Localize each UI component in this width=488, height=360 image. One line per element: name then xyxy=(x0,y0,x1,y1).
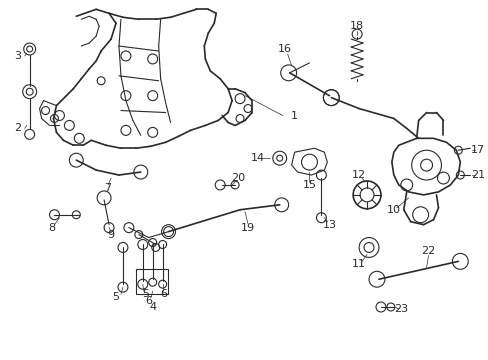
Text: 16: 16 xyxy=(277,44,291,54)
Text: 6: 6 xyxy=(160,289,167,299)
Text: 7: 7 xyxy=(104,183,111,193)
Text: 10: 10 xyxy=(386,205,400,215)
Text: 11: 11 xyxy=(351,259,366,269)
Text: 14: 14 xyxy=(250,153,264,163)
Text: 3: 3 xyxy=(14,51,21,61)
Text: 9: 9 xyxy=(107,230,114,239)
Text: 13: 13 xyxy=(322,220,336,230)
Text: 22: 22 xyxy=(421,247,435,256)
Bar xyxy=(136,269,167,294)
Text: 21: 21 xyxy=(470,170,484,180)
Text: 20: 20 xyxy=(230,173,244,183)
Text: 15: 15 xyxy=(302,180,316,190)
Text: 1: 1 xyxy=(290,111,298,121)
Text: 8: 8 xyxy=(48,222,55,233)
Text: 5: 5 xyxy=(112,292,119,302)
Text: 18: 18 xyxy=(349,21,364,31)
Text: 6: 6 xyxy=(145,296,152,306)
Text: 5: 5 xyxy=(142,289,149,299)
Text: 12: 12 xyxy=(351,170,366,180)
Text: 17: 17 xyxy=(470,145,484,155)
Text: 23: 23 xyxy=(393,304,407,314)
Text: 2: 2 xyxy=(14,123,21,134)
Text: 4: 4 xyxy=(149,302,156,312)
Text: 19: 19 xyxy=(241,222,255,233)
